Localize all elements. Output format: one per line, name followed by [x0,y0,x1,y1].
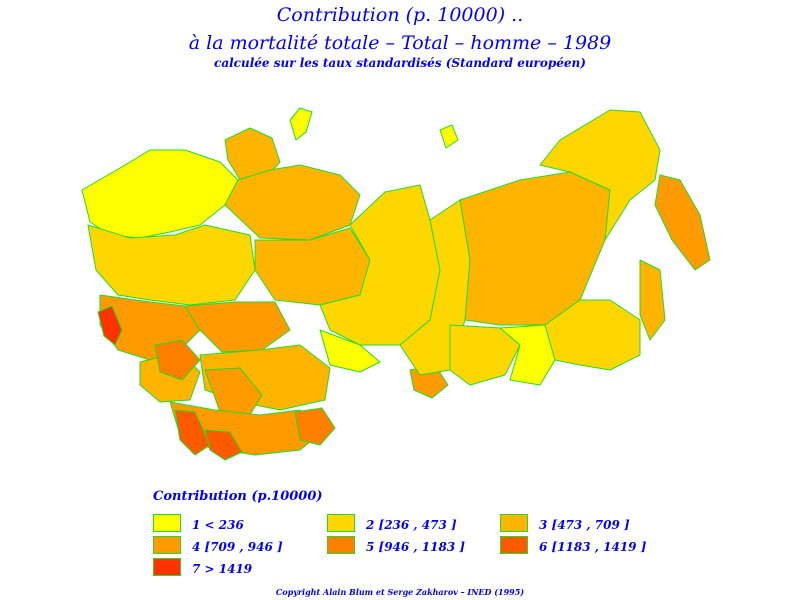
legend-swatch-4 [153,536,181,554]
legend-label-1: 1 < 236 [192,518,244,532]
region-turkmenistan [174,409,211,456]
copyright-notice: Copyright Alain Blum et Serge Zakharov –… [275,587,525,597]
region-kyrgyz [294,407,336,446]
region-northwest [81,149,239,239]
region-volga [154,339,201,381]
region-urals [254,227,371,306]
region-moldova [97,305,123,346]
region-sakhalin [639,259,666,341]
legend-swatch-7 [153,558,181,576]
region-novosibirsk [319,329,381,373]
legend-label-2: 2 [236 , 473 ] [366,518,457,532]
region-far-east-south [544,299,641,371]
region-kamchatka [654,174,711,271]
island-novaya-zemlya [289,107,313,141]
legend-label-3: 3 [473 , 709 ] [539,518,630,532]
legend-swatch-5 [327,536,355,554]
legend-swatch-1 [153,514,181,532]
region-north [224,164,361,241]
legend-title: Contribution (p.10000) [153,489,323,504]
region-kazakhstan-center [204,367,263,419]
legend-label-4: 4 [709 , 946 ] [192,540,283,554]
legend-label-7: 7 > 1419 [192,562,253,576]
legend-swatch-2 [327,514,355,532]
map-title-line2: à la mortalité totale – Total – homme – … [188,32,612,54]
region-south-russia [184,301,291,353]
legend-swatch-3 [500,514,528,532]
region-uzbek-south [204,429,243,461]
legend-swatch-6 [500,536,528,554]
legend-label-5: 5 [946 , 1183 ] [366,540,466,554]
region-center [87,224,256,306]
legend-label-6: 6 [1183 , 1419 ] [539,540,647,554]
map-title-line1: Contribution (p. 10000) .. [276,4,524,26]
island-severnaya-zemlya [439,124,459,149]
region-chukotka-magadan [539,109,661,241]
map-subtitle: calculée sur les taux standardisés (Stan… [214,56,586,70]
